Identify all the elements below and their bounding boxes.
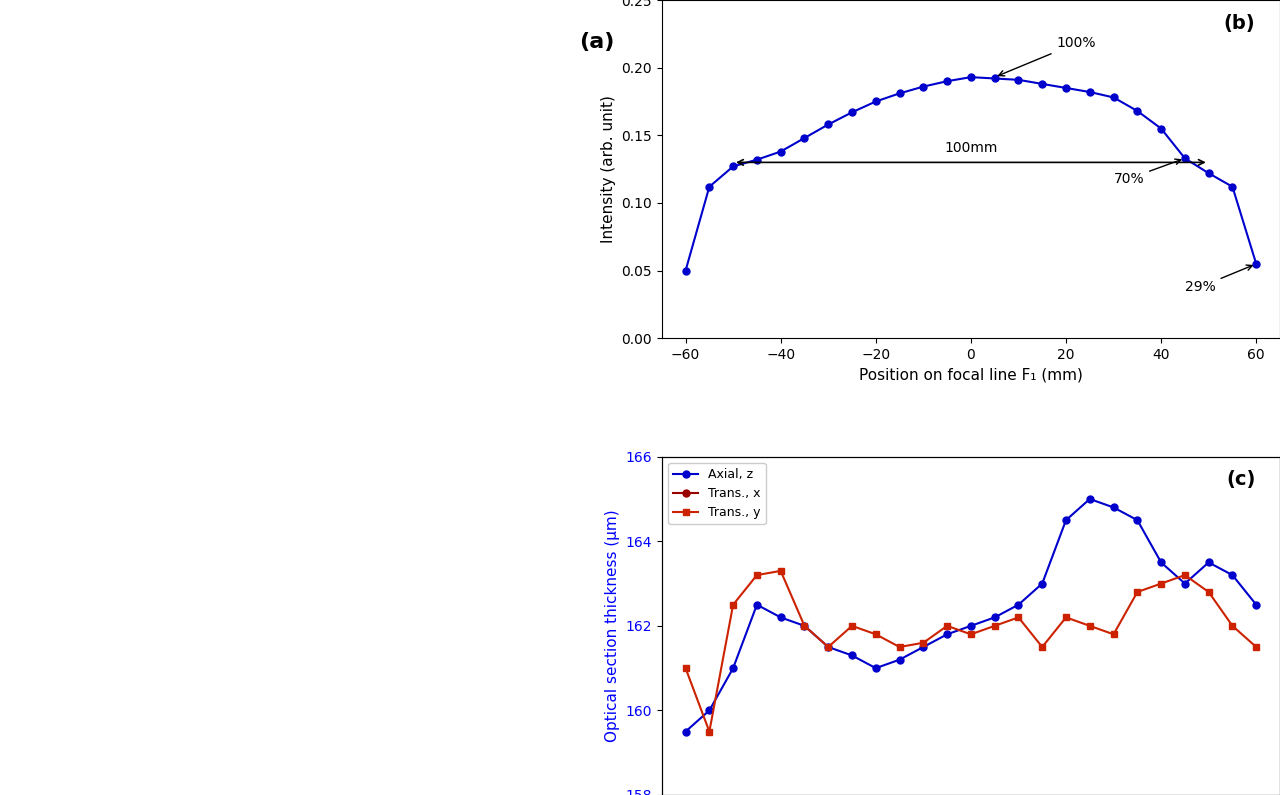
Text: (c): (c) [1226,470,1256,489]
Axial, z [892,655,908,665]
Axial, z [987,613,1002,622]
Axial, z [749,600,764,610]
Trans., y [915,638,931,648]
Axial, z [1106,502,1121,512]
Trans., y [1225,621,1240,630]
Axial, z [1011,600,1027,610]
Trans., y [1178,570,1193,580]
Trans., y [820,642,836,652]
Axial, z [726,663,741,673]
Y-axis label: Optical section thickness (μm): Optical section thickness (μm) [605,510,620,743]
Axial, z [1248,600,1263,610]
Text: 29%: 29% [1185,265,1252,294]
Trans., y [1106,630,1121,639]
Trans., y [701,727,717,736]
Axial, z [1225,570,1240,580]
Line: Trans., y: Trans., y [682,568,1260,735]
Trans., y [796,621,812,630]
Axial, z [1201,557,1216,567]
Axial, z [1178,579,1193,588]
Trans., y [773,566,788,576]
Trans., y [726,600,741,610]
Line: Axial, z: Axial, z [682,495,1260,735]
Trans., y [1034,642,1050,652]
X-axis label: Position on focal line F₁ (mm): Position on focal line F₁ (mm) [859,367,1083,382]
Trans., y [678,663,694,673]
Y-axis label: Intensity (arb. unit): Intensity (arb. unit) [600,95,616,243]
Text: 70%: 70% [1114,159,1181,186]
Trans., y [892,642,908,652]
Axial, z [1034,579,1050,588]
Axial, z [915,642,931,652]
Axial, z [964,621,979,630]
Axial, z [845,650,860,660]
Axial, z [701,706,717,716]
Axial, z [773,613,788,622]
Trans., y [987,621,1002,630]
Axial, z [868,663,883,673]
Axial, z [940,630,955,639]
Trans., y [868,630,883,639]
Legend: Axial, z, Trans., x, Trans., y: Axial, z, Trans., x, Trans., y [668,463,765,525]
Trans., y [749,570,764,580]
Trans., y [1082,621,1097,630]
Axial, z [1130,515,1146,525]
Axial, z [1082,494,1097,504]
Text: 100mm: 100mm [945,141,997,154]
Axial, z [1153,557,1169,567]
Text: (b): (b) [1224,14,1256,33]
Trans., y [1201,588,1216,597]
Trans., y [1011,613,1027,622]
Text: (a): (a) [580,32,614,52]
Axial, z [796,621,812,630]
Text: 100%: 100% [998,37,1096,76]
Axial, z [1059,515,1074,525]
Trans., y [1153,579,1169,588]
Trans., y [964,630,979,639]
Trans., y [940,621,955,630]
Axial, z [678,727,694,736]
Trans., y [1059,613,1074,622]
Axial, z [820,642,836,652]
Trans., y [1248,642,1263,652]
Trans., y [845,621,860,630]
Trans., y [1130,588,1146,597]
